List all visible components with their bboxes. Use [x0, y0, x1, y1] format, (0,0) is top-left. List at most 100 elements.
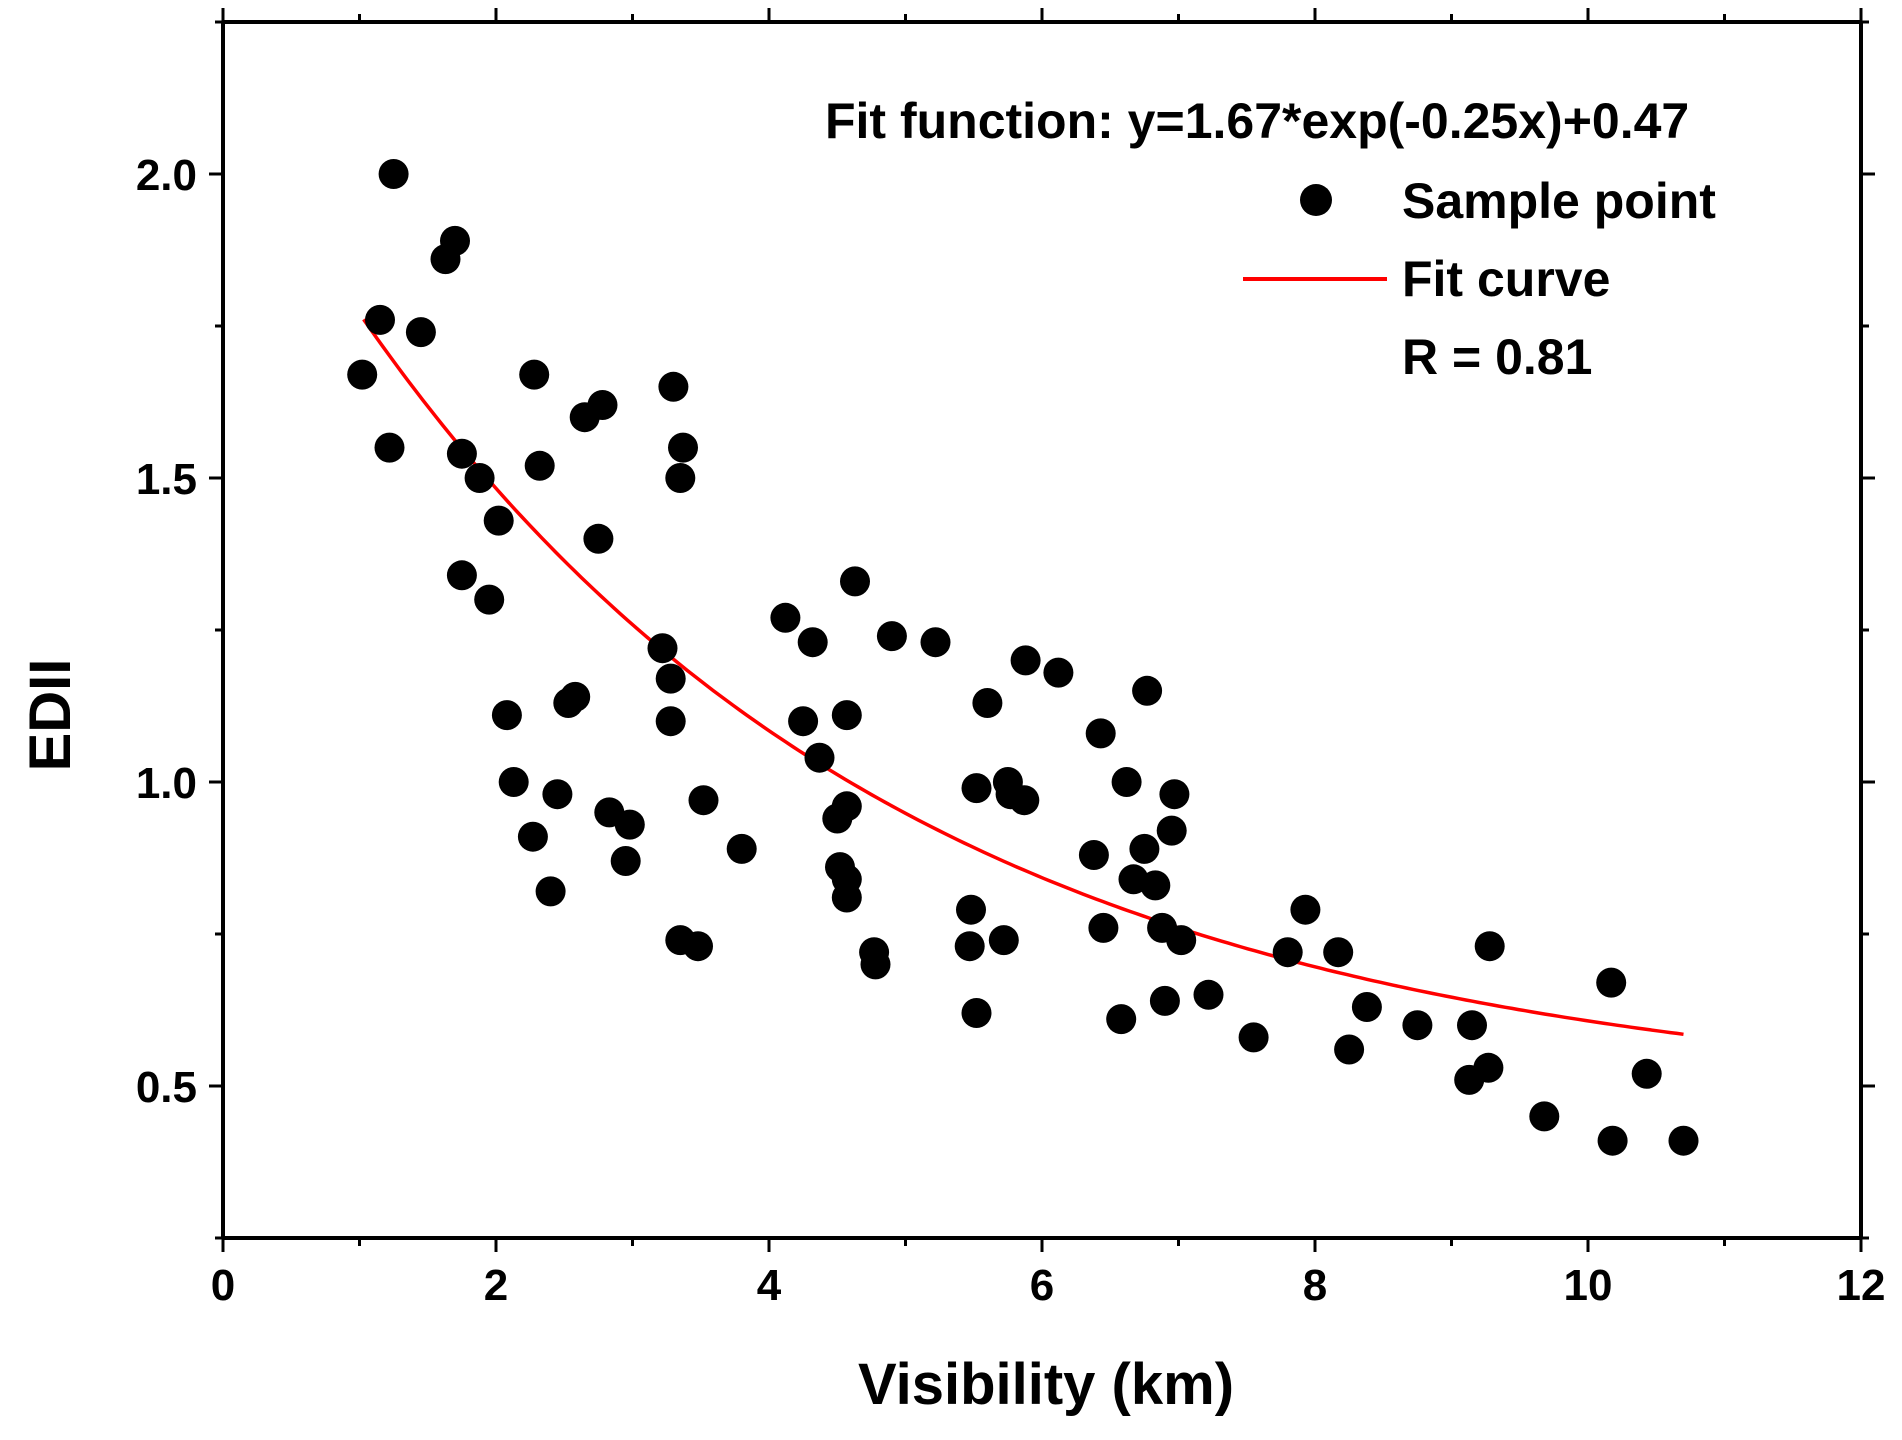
sample-point — [1106, 1004, 1137, 1035]
y-tick-label: 2.0 — [136, 151, 197, 200]
sample-point — [804, 742, 835, 773]
sample-point — [840, 566, 870, 597]
sample-point — [1272, 937, 1303, 968]
x-tick-label: 0 — [211, 1261, 235, 1310]
sample-point — [1085, 718, 1116, 749]
sample-point — [1529, 1101, 1560, 1132]
y-tick-label: 1.0 — [136, 759, 197, 808]
sample-point — [1159, 779, 1190, 810]
sample-point — [474, 584, 505, 615]
y-axis-title: EDII — [18, 659, 83, 772]
x-tick-label: 4 — [757, 1261, 782, 1310]
sample-point — [972, 688, 1003, 718]
sample-point — [1132, 675, 1163, 706]
x-tick-label: 2 — [484, 1261, 508, 1310]
sample-point — [688, 785, 719, 816]
x-tick-label: 8 — [1303, 1261, 1327, 1310]
sample-point — [683, 931, 713, 962]
sample-point — [1156, 815, 1187, 846]
fit-curve-line — [362, 318, 1684, 1037]
sample-point — [876, 621, 907, 652]
fit-curve-layer — [362, 318, 1684, 1037]
sample-point — [587, 390, 618, 420]
sample-point — [1140, 870, 1171, 901]
sample-point — [988, 925, 1019, 956]
legend-fit-label: Fit curve — [1402, 251, 1610, 307]
sample-point — [1166, 925, 1197, 956]
sample-point — [1129, 833, 1160, 864]
sample-point — [668, 432, 698, 463]
y-tick-label: 1.5 — [136, 455, 197, 504]
sample-point — [1668, 1125, 1699, 1156]
sample-point — [665, 463, 696, 493]
sample-point — [365, 304, 395, 335]
sample-point — [831, 700, 862, 731]
sample-point — [1111, 767, 1142, 797]
legend-sample-marker — [1300, 184, 1332, 216]
x-tick-label: 12 — [1837, 1261, 1886, 1310]
sample-point — [446, 438, 477, 469]
sample-point — [655, 706, 686, 737]
sample-point — [614, 809, 645, 840]
sample-points — [347, 159, 1699, 1156]
x-tick-label: 10 — [1564, 1261, 1613, 1310]
sample-point — [583, 523, 614, 554]
sample-point — [535, 876, 566, 907]
r-value-label: R = 0.81 — [1402, 329, 1592, 385]
sample-point — [1473, 1052, 1504, 1083]
sample-point — [378, 159, 409, 189]
sample-point — [542, 779, 573, 810]
sample-point — [860, 949, 891, 980]
sample-point — [956, 894, 986, 925]
legend-sample-label: Sample point — [1402, 173, 1716, 229]
sample-point — [1193, 979, 1224, 1010]
x-axis-title: Visibility (km) — [858, 1352, 1234, 1417]
sample-point — [788, 706, 819, 737]
sample-point — [446, 560, 477, 591]
sample-point — [610, 846, 641, 876]
sample-point — [1323, 937, 1354, 968]
sample-point — [517, 821, 548, 852]
sample-point — [1474, 931, 1505, 962]
axis-ticks — [209, 8, 1875, 1252]
sample-point — [1238, 1022, 1269, 1053]
sample-point — [797, 627, 828, 658]
sample-point — [1043, 657, 1074, 688]
sample-point — [491, 700, 522, 731]
sample-point — [1290, 894, 1321, 925]
sample-point — [560, 681, 591, 712]
sample-point — [1402, 1010, 1433, 1041]
sample-point — [655, 663, 686, 694]
sample-point — [1457, 1010, 1487, 1041]
tick-labels: 0 2 4 6 8 10 12 0.5 1.0 1.5 2.0 — [136, 151, 1886, 1310]
sample-point — [1088, 912, 1119, 943]
x-tick-label: 6 — [1030, 1261, 1054, 1310]
sample-point — [920, 627, 951, 658]
sample-point — [498, 767, 529, 797]
sample-point — [1631, 1058, 1662, 1089]
sample-point — [961, 773, 992, 804]
fit-function-annotation: Fit function: y=1.67*exp(-0.25x)+0.47 — [825, 93, 1689, 149]
sample-point — [1334, 1034, 1365, 1065]
sample-point — [726, 833, 757, 864]
sample-point — [524, 450, 555, 481]
sample-point — [483, 505, 514, 536]
sample-point — [1010, 645, 1041, 676]
sample-point — [1009, 785, 1040, 816]
sample-point — [374, 432, 405, 463]
sample-point — [405, 317, 436, 348]
sample-point — [831, 882, 862, 913]
sample-point — [1597, 1125, 1628, 1156]
sample-point — [954, 931, 985, 962]
sample-point — [464, 463, 495, 493]
sample-point — [647, 633, 678, 664]
sample-point — [770, 602, 801, 633]
sample-point — [347, 359, 378, 390]
sample-point — [658, 371, 689, 402]
sample-point — [1078, 840, 1109, 870]
sample-point — [1351, 992, 1382, 1022]
sample-point — [519, 359, 550, 390]
y-tick-label: 0.5 — [136, 1063, 197, 1112]
sample-point — [440, 225, 470, 256]
